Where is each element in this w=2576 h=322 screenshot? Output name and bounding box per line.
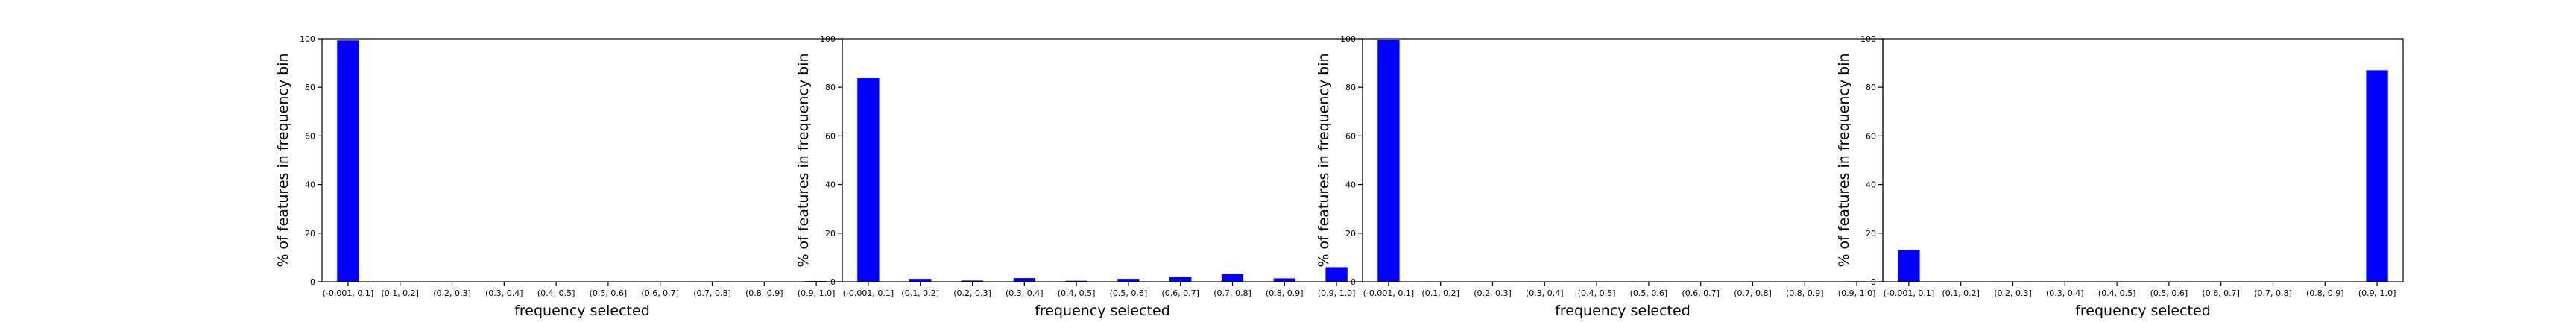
- x-tick-label: (0.8, 0.9]: [745, 288, 783, 298]
- x-axis-label: frequency selected: [2075, 303, 2211, 319]
- x-tick-label: (0.2, 0.3]: [1994, 288, 2032, 298]
- x-tick-label: (0.6, 0.7]: [641, 288, 679, 298]
- x-tick-label: (0.4, 0.5]: [1058, 288, 1096, 298]
- y-tick-label: 60: [305, 131, 315, 141]
- bar-1: [1898, 250, 1920, 282]
- x-axis-label: frequency selected: [1035, 303, 1170, 319]
- bar-8: [1221, 274, 1244, 282]
- x-tick-label: (0.5, 0.6]: [2150, 288, 2188, 298]
- y-tick-label: 0: [310, 277, 315, 287]
- y-tick-label: 100: [1860, 34, 1876, 44]
- y-tick-label: 20: [305, 229, 315, 239]
- x-tick-label: (-0.001, 0.1]: [1363, 288, 1415, 298]
- y-tick-label: 100: [820, 34, 836, 44]
- y-axis-label: % of features in frequency bin: [1316, 53, 1332, 267]
- x-tick-label: (0.1, 0.2]: [1942, 288, 1980, 298]
- x-tick-label: (0.8, 0.9]: [2306, 288, 2344, 298]
- bar-10: [2366, 70, 2388, 282]
- x-tick-label: (0.6, 0.7]: [1682, 288, 1720, 298]
- bar-5: [1065, 280, 1087, 282]
- x-axis-label: frequency selected: [1555, 303, 1690, 319]
- y-axis-label: % of features in frequency bin: [795, 53, 812, 267]
- x-tick-label: (0.1, 0.2]: [901, 288, 939, 298]
- x-tick-label: (0.2, 0.3]: [433, 288, 471, 298]
- x-tick-label: (0.5, 0.6]: [1110, 288, 1148, 298]
- x-tick-label: (-0.001, 0.1]: [843, 288, 894, 298]
- plot-frame: [321, 38, 843, 282]
- x-tick-label: (0.3, 0.4]: [485, 288, 523, 298]
- y-tick-label: 40: [825, 180, 836, 190]
- y-tick-label: 60: [1345, 131, 1356, 141]
- x-tick-label: (0.7, 0.8]: [2254, 288, 2292, 298]
- y-tick-label: 40: [1345, 180, 1356, 190]
- y-axis-label: % of features in frequency bin: [275, 53, 291, 267]
- x-tick-label: (0.4, 0.5]: [1578, 288, 1616, 298]
- y-tick-label: 20: [1866, 229, 1876, 239]
- x-tick-label: (0.5, 0.6]: [590, 288, 628, 298]
- chart-panel-4: 0 20 40 60 80 100 (-0.001, 0.1] (0.1, 0.2] (0.2,…: [1836, 34, 2404, 319]
- x-tick-label: (-0.001, 0.1]: [323, 288, 374, 298]
- plot-frame: [842, 38, 1363, 282]
- y-tick-label: 40: [305, 180, 315, 190]
- x-tick-label: (0.1, 0.2]: [1421, 288, 1459, 298]
- x-tick-label: (0.8, 0.9]: [1786, 288, 1824, 298]
- x-tick-label: (0.9, 1.0]: [1318, 288, 1356, 298]
- chart-panel-3: 0 20 40 60 80 100 (-0.001, 0.1] (0.1, 0.2] (0.2,…: [1316, 34, 1884, 319]
- bar-1: [857, 78, 880, 282]
- x-tick-label: (0.3, 0.4]: [2046, 288, 2084, 298]
- y-tick-label: 0: [1871, 277, 1876, 287]
- x-axis-label: frequency selected: [514, 303, 650, 319]
- x-tick-label: (0.5, 0.6]: [1630, 288, 1668, 298]
- plot-frame: [1882, 38, 2404, 282]
- x-tick-label: (0.9, 1.0]: [2358, 288, 2396, 298]
- x-tick-label: (0.7, 0.8]: [1213, 288, 1251, 298]
- x-tick-label: (0.7, 0.8]: [1734, 288, 1772, 298]
- x-tick-label: (0.6, 0.7]: [1161, 288, 1199, 298]
- bar-10: [1325, 267, 1348, 282]
- y-tick-label: 80: [1866, 83, 1876, 92]
- chart-panel-1: 0 20 40 60 80 100 (-0.001, 0.1] (0.1, 0.2] (0.2,…: [275, 34, 843, 319]
- y-tick-label: 100: [1340, 34, 1356, 44]
- x-tick-label: (0.2, 0.3]: [953, 288, 991, 298]
- bar-7: [1169, 277, 1192, 282]
- y-tick-label: 60: [825, 131, 836, 141]
- x-tick-label: (0.4, 0.5]: [2098, 288, 2136, 298]
- y-tick-label: 40: [1866, 180, 1876, 190]
- y-tick-label: 20: [825, 229, 836, 239]
- x-tick-label: (0.4, 0.5]: [537, 288, 575, 298]
- y-tick-label: 0: [1351, 277, 1356, 287]
- x-tick-label: (-0.001, 0.1]: [1884, 288, 1935, 298]
- x-tick-label: (0.2, 0.3]: [1474, 288, 1512, 298]
- y-tick-label: 20: [1345, 229, 1356, 239]
- bar-1: [337, 40, 359, 282]
- x-tick-label: (0.1, 0.2]: [381, 288, 419, 298]
- chart-panel-2: 0 20 40 60 80 100 (-0.001, 0.1] (0.1, 0.2] (0.2,…: [795, 34, 1363, 319]
- bar-6: [1117, 279, 1140, 282]
- bar-4: [1013, 278, 1035, 282]
- bar-9: [1273, 278, 1295, 282]
- y-tick-label: 100: [300, 34, 315, 44]
- y-tick-label: 0: [830, 277, 836, 287]
- bar-2: [909, 279, 932, 282]
- x-tick-label: (0.3, 0.4]: [1006, 288, 1044, 298]
- x-tick-label: (0.3, 0.4]: [1526, 288, 1564, 298]
- bar-3: [961, 280, 984, 282]
- plot-frame: [1362, 38, 1884, 282]
- y-tick-label: 80: [1345, 83, 1356, 92]
- x-tick-label: (0.6, 0.7]: [2202, 288, 2240, 298]
- y-axis-label: % of features in frequency bin: [1836, 53, 1852, 267]
- x-tick-label: (0.9, 1.0]: [798, 288, 836, 298]
- x-tick-label: (0.7, 0.8]: [693, 288, 731, 298]
- y-tick-label: 80: [305, 83, 315, 92]
- x-tick-label: (0.8, 0.9]: [1266, 288, 1304, 298]
- x-tick-label: (0.9, 1.0]: [1838, 288, 1876, 298]
- y-tick-label: 80: [825, 83, 836, 92]
- y-tick-label: 60: [1866, 131, 1876, 141]
- bar-1: [1377, 40, 1400, 282]
